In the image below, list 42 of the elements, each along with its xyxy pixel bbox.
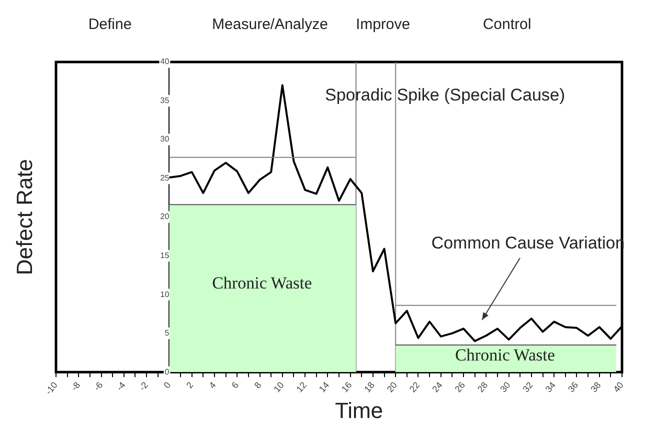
x-tick-label: 32: [520, 380, 535, 394]
x-tick-label: -2: [137, 380, 150, 393]
x-tick-label: 28: [475, 380, 490, 394]
x-tick-label: 30: [498, 380, 512, 394]
x-tick-label: -8: [69, 380, 82, 393]
x-tick-label: 16: [340, 380, 354, 394]
y-tick-label: 0: [164, 367, 170, 376]
y-tick-label: 15: [160, 251, 170, 260]
x-tick-label: 20: [384, 380, 400, 394]
x-tick-label: 4: [207, 380, 218, 390]
x-tick-label: 14: [317, 380, 332, 394]
y-tick-label: 40: [160, 57, 170, 66]
x-tick-label: 24: [430, 380, 444, 394]
text: Control: [482, 16, 532, 34]
y-tick-label: 35: [160, 96, 170, 105]
y-tick-label: 25: [160, 173, 170, 182]
x-tick-label: -10: [43, 380, 60, 396]
text: Measure/Analyze: [212, 16, 328, 34]
x-tick-label: -4: [114, 380, 128, 393]
x-tick-label: 18: [362, 380, 376, 394]
x-tick-label: 38: [588, 380, 603, 394]
y-axis-title: Defect Rate: [12, 158, 38, 276]
x-tick-label: 26: [452, 380, 467, 394]
x-tick-label: 34: [543, 380, 558, 394]
y-tick-label: 20: [160, 212, 170, 222]
annotation: Chronic Waste: [212, 273, 312, 292]
x-tick-label: 12: [294, 380, 308, 394]
x-tick-label: 6: [230, 380, 241, 390]
x-axis-title: Time: [334, 398, 384, 424]
x-tick-label: 22: [408, 380, 422, 394]
x-tick-label: -6: [92, 380, 105, 393]
x-tick-label: 2: [184, 380, 196, 390]
x-tick-label: 8: [252, 380, 264, 390]
text: Improve: [356, 16, 410, 34]
y-tick-label: 30: [160, 134, 170, 144]
x-tick-label: 40: [611, 380, 626, 394]
x-tick-label: 10: [272, 380, 286, 394]
y-tick-label: 5: [164, 328, 170, 338]
y-tick-label: 10: [160, 290, 170, 299]
annotation: Chronic Waste: [455, 345, 555, 364]
x-tick-label: 36: [566, 380, 580, 394]
text: Define: [88, 16, 132, 34]
